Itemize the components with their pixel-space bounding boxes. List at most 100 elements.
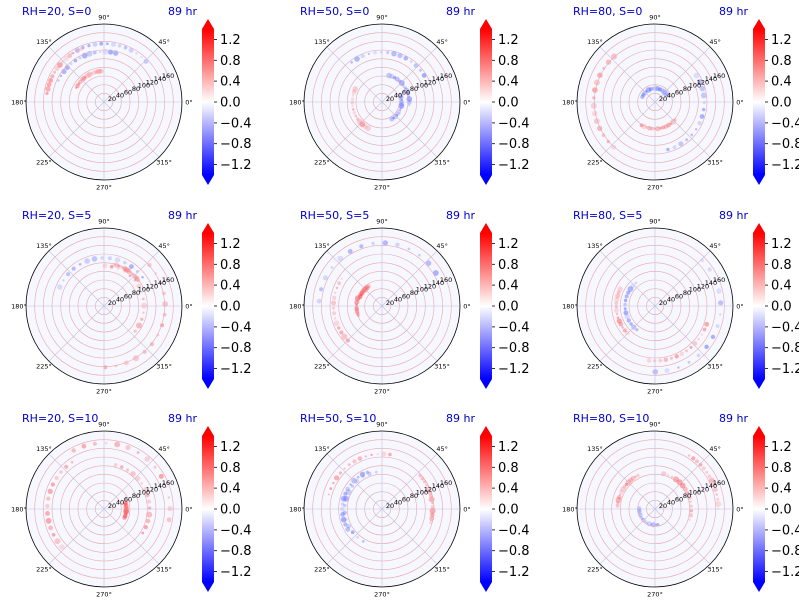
panel-title: RH=80, S=5: [573, 209, 642, 222]
anomaly-cell: [614, 297, 620, 302]
angular-tick-label: 270°: [374, 183, 390, 191]
panel-title: RH=50, S=0: [300, 5, 369, 18]
anomaly-cell: [628, 477, 634, 483]
panel-time-label: 89 hr: [719, 412, 748, 425]
anomaly-cell: [389, 116, 395, 122]
polar-frame: [303, 23, 461, 181]
anomaly-cell: [689, 345, 693, 349]
anomaly-cell: [381, 451, 387, 457]
anomaly-cell: [711, 483, 716, 488]
angular-tick-label: 135°: [314, 445, 330, 453]
anomaly-cell: [156, 333, 160, 337]
anomaly-cell: [672, 145, 677, 150]
anomaly-cell: [332, 481, 335, 485]
panel-time-label: 89 hr: [168, 5, 197, 18]
angular-grid-line: [103, 46, 160, 103]
anomaly-cell: [354, 305, 359, 311]
anomaly-cell: [126, 468, 130, 472]
anomaly-cell: [142, 297, 145, 301]
anomaly-cell: [114, 257, 121, 263]
anomaly-cell: [656, 523, 660, 527]
angular-tick-label: 180°: [289, 505, 305, 513]
angular-tick-label: 225°: [36, 565, 52, 573]
colorbar: 1.2 0.8 0.4 0.0 −0.4 −0.8 −1.2: [202, 426, 252, 592]
anomaly-cell: [715, 324, 720, 328]
radial-tick-label: 60: [402, 292, 410, 300]
anomaly-cell: [346, 524, 351, 529]
colorbar-extend-min: [753, 175, 765, 185]
colorbar: 1.2 0.8 0.4 0.0 −0.4 −0.8 −1.2: [480, 223, 530, 389]
anomaly-cell: [81, 76, 87, 81]
anomaly-cell: [102, 263, 108, 269]
angular-grid-line: [381, 508, 438, 565]
anomaly-cell: [351, 97, 354, 101]
angular-grid-line: [654, 453, 711, 510]
anomaly-cell: [352, 459, 357, 464]
colorbar: 1.2 0.8 0.4 0.0 −0.4 −0.8 −1.2: [753, 223, 799, 389]
angular-grid-line: [599, 101, 656, 158]
radial-tick-label: 140: [432, 279, 444, 287]
colorbar-tick-label: −1.2: [498, 158, 530, 173]
anomaly-cell: [623, 310, 629, 316]
colorbar-body: [202, 436, 214, 582]
panel-time-label: 89 hr: [446, 5, 475, 18]
anomaly-cell: [696, 353, 701, 358]
anomaly-cell: [142, 311, 145, 314]
anomaly-cell: [343, 503, 347, 508]
angular-tick-label: 180°: [11, 98, 27, 106]
radial-tick-label: 140: [154, 75, 166, 83]
anomaly-cell: [54, 475, 59, 481]
anomaly-cell: [66, 272, 71, 277]
polar-panel-3: 0°45°90°135°180°225°270°315°20 40 60 801001…: [562, 5, 799, 191]
anomaly-cell: [367, 52, 370, 55]
anomaly-cell: [51, 533, 56, 537]
angular-grid-line: [599, 305, 656, 362]
anomaly-cell: [354, 307, 359, 312]
anomaly-cell: [340, 512, 345, 517]
anomaly-cell: [702, 327, 707, 332]
anomaly-cell: [695, 128, 698, 131]
colorbar-tick-label: 0.4: [771, 279, 792, 294]
angular-tick-label: 270°: [374, 387, 390, 395]
anomaly-cell: [48, 525, 53, 531]
anomaly-cell: [650, 523, 653, 526]
anomaly-cell: [605, 59, 612, 65]
anomaly-cell: [388, 452, 392, 457]
anomaly-cell: [657, 87, 663, 92]
anomaly-cell: [623, 307, 627, 311]
anomaly-cell: [707, 267, 712, 272]
radial-tick-label: 60: [124, 292, 132, 300]
anomaly-cell: [636, 473, 640, 478]
colorbar-tick-label: −1.2: [498, 362, 530, 377]
colorbar-body: [753, 233, 765, 379]
anomaly-cell: [343, 522, 348, 527]
angular-grid-line: [103, 508, 160, 565]
anomaly-cell: [340, 495, 347, 502]
colorbar-tick-label: −1.2: [771, 565, 799, 580]
polar-frame: [576, 23, 734, 181]
colorbar-tick-label: −0.8: [498, 137, 530, 152]
anomaly-cell: [123, 504, 129, 510]
anomaly-cell: [354, 114, 358, 118]
anomaly-cell: [674, 354, 679, 359]
colorbar-tick-label: 0.4: [498, 75, 519, 90]
radial-tick-label: 100: [416, 286, 428, 294]
anomaly-cell: [418, 253, 421, 257]
colorbar-tick-label: −0.4: [220, 523, 252, 538]
polar-panel-1: 0°45°90°135°180°225°270°315°20 40 60 801001…: [11, 5, 251, 191]
anomaly-cell: [147, 499, 151, 504]
radial-tick-label: 80: [132, 492, 140, 500]
anomaly-cell: [702, 100, 706, 105]
radial-tick-label: 160: [440, 72, 452, 80]
radial-tick-label: 120: [424, 485, 436, 493]
colorbar-extend-min: [480, 379, 492, 389]
anomaly-cell: [662, 90, 669, 97]
anomaly-cell: [54, 538, 61, 545]
angular-tick-label: 45°: [436, 242, 448, 250]
angular-grid-line: [326, 305, 383, 362]
anomaly-cell: [361, 475, 365, 479]
anomaly-cell: [690, 133, 694, 137]
angular-tick-label: 225°: [36, 362, 52, 370]
radial-tick-label: 160: [713, 276, 725, 284]
anomaly-cell: [397, 52, 403, 59]
